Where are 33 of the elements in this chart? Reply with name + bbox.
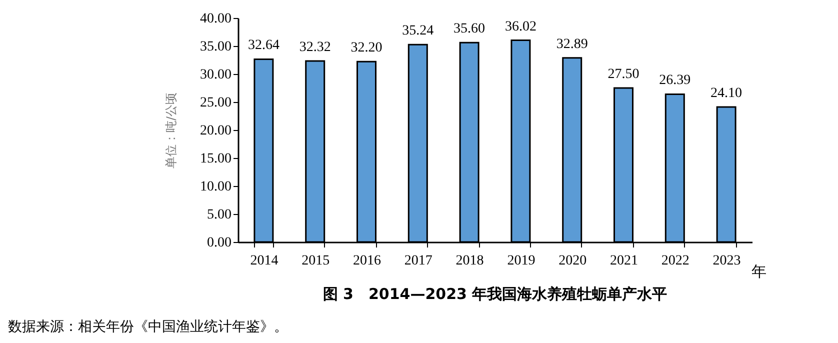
data-label: 32.89 (556, 36, 588, 52)
y-tick-label: 20.00 (200, 124, 232, 138)
data-label: 32.64 (248, 38, 280, 54)
data-label: 36.02 (504, 19, 536, 34)
data-label: 32.20 (350, 40, 382, 56)
y-tick-label: 10.00 (200, 180, 232, 194)
data-label: 35.24 (402, 24, 434, 39)
y-tick-label: 0.00 (207, 236, 232, 250)
x-tick-label: 2021 (610, 254, 638, 268)
x-tick-label: 2016 (353, 254, 381, 268)
y-tick-label: 35.00 (200, 40, 232, 54)
x-tick-label: 2022 (661, 254, 690, 268)
y-axis-title: 单位：吨/公顷 (164, 92, 178, 169)
x-tick-label: 2014 (250, 254, 278, 268)
data-label: 26.39 (659, 73, 691, 88)
x-tick-label: 2018 (456, 254, 484, 268)
data-label: 35.60 (454, 22, 486, 37)
x-tick-label: 2017 (404, 254, 432, 268)
x-tick-label: 2020 (558, 254, 587, 268)
y-tick-label: 30.00 (200, 68, 232, 82)
x-tick-label: 2015 (302, 254, 330, 268)
data-label: 32.32 (299, 40, 331, 56)
x-tick-label: 2019 (507, 254, 536, 268)
data-label: 27.50 (608, 67, 640, 82)
x-tick-label: 2023 (712, 254, 741, 268)
y-tick-label: 5.00 (207, 208, 232, 222)
y-tick-label: 25.00 (200, 96, 232, 110)
text: 图 3 2014—2023 年我国海水养殖牡蛎单产水平 (322, 285, 668, 303)
data-label: 24.10 (710, 86, 742, 102)
x-axis-title: 年 (752, 262, 766, 280)
y-tick-label: 15.00 (200, 152, 232, 166)
y-tick-label: 40.00 (200, 12, 232, 26)
source-note: 数据来源：相关年份《中国渔业统计年鉴》。 (8, 318, 288, 336)
